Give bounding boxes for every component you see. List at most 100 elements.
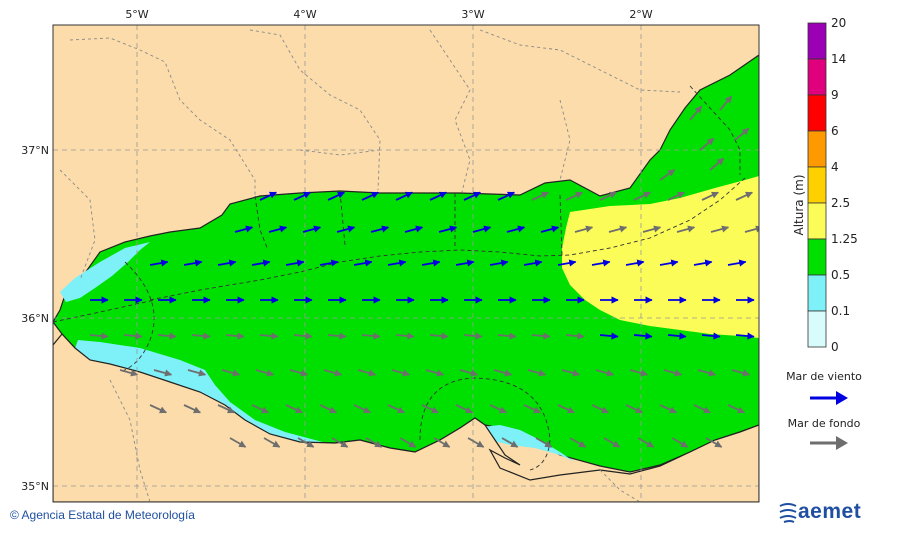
swell-arrow (527, 369, 547, 377)
wind-sea-arrow (387, 259, 407, 267)
swell-arrow (255, 369, 275, 377)
swell-arrow (459, 369, 479, 377)
lat-tick-label: 35°N (21, 480, 49, 493)
swell-arrow (608, 225, 628, 233)
swell-arrow (433, 437, 451, 448)
swell-arrow (391, 369, 411, 377)
swell-arrow (285, 404, 303, 414)
swell-arrow (217, 404, 235, 414)
swell-arrow (319, 404, 337, 414)
wind-sea-arrow (693, 259, 713, 267)
colorbar-level-label: 0.1 (831, 304, 850, 318)
wind-sea-arrow (599, 332, 619, 340)
wind-sea-arrow (251, 259, 271, 267)
swell-arrow (229, 437, 247, 448)
swell-arrow (455, 404, 473, 414)
wind-sea-arrow (259, 191, 277, 201)
swell-arrow (693, 404, 711, 414)
colorbar-segment (807, 310, 827, 348)
swell-arrow (689, 105, 703, 121)
swell-arrow (523, 404, 541, 414)
wind-sea-arrow (497, 191, 515, 201)
wind-sea-arrow (506, 225, 526, 233)
wind-sea-arrow (540, 225, 560, 233)
swell-arrow (599, 191, 617, 201)
colorbar-segment (807, 166, 827, 204)
swell-arrow (710, 225, 730, 233)
wind-sea-arrow (217, 259, 237, 267)
colorbar-level-label: 9 (831, 88, 839, 102)
swell-arrow (633, 191, 651, 201)
colorbar-segment (807, 58, 827, 96)
swell-arrow (395, 332, 415, 340)
swell-arrow (429, 332, 449, 340)
swell-arrow (191, 332, 211, 340)
swell-arrow (187, 369, 207, 377)
colorbar-segment (807, 22, 827, 60)
lon-tick-label: 3°W (461, 8, 484, 21)
swell-arrow (535, 437, 553, 448)
provincial-borders (59, 29, 681, 502)
swell-arrow (697, 369, 717, 377)
wind-sea-arrow (591, 259, 611, 267)
aemet-logo-icon (779, 503, 797, 523)
wind-sea-arrow (183, 259, 203, 267)
wind-sea-arrow (659, 259, 679, 267)
swell-arrow (489, 404, 507, 414)
swell-arrow (591, 404, 609, 414)
agency-credit: © Agencia Estatal de Meteorología (10, 508, 195, 522)
colorbar-level-label: 2.5 (831, 196, 850, 210)
wind-sea-arrow (438, 225, 458, 233)
swell-arrow (331, 437, 349, 448)
wind-sea-arrow (429, 191, 447, 201)
wind-sea-arrow (395, 191, 413, 201)
swell-arrow (425, 369, 445, 377)
wind-sea-arrow (234, 225, 254, 233)
wind-sea-arrow (404, 225, 424, 233)
swell-arrow (531, 191, 549, 201)
colorbar-level-label: 1.25 (831, 232, 858, 246)
swell-arrow (625, 404, 643, 414)
sea-cyan-strait (60, 242, 150, 302)
wind-sea-arrow (370, 225, 390, 233)
swell-arrow (497, 332, 517, 340)
swell-arrow (183, 404, 201, 414)
map-frame (52, 24, 760, 503)
wind-sea-arrow (268, 225, 288, 233)
wind-sea-arrow (285, 259, 305, 267)
swell-arrow (561, 369, 581, 377)
swell-arrow (463, 332, 483, 340)
wind-sea-arrow (701, 332, 721, 340)
lon-tick-label: 4°W (293, 8, 316, 21)
swell-arrow (734, 127, 750, 141)
swell-arrow (357, 369, 377, 377)
swell-arrow (629, 369, 649, 377)
copyright-icon: © (10, 508, 19, 522)
swell-arrow (225, 332, 245, 340)
swell-arrow (667, 191, 685, 201)
swell-arrow (221, 369, 241, 377)
swell-arrow (289, 369, 309, 377)
swell-arrow (157, 332, 177, 340)
colorbar-title: Altura (m) (792, 174, 806, 235)
swell-arrow (421, 404, 439, 414)
wind-sea-arrow (455, 259, 475, 267)
swell-arrow (569, 437, 587, 448)
swell-arrow (731, 369, 751, 377)
swell-arrow (642, 225, 662, 233)
aemet-logo-text: aemet (798, 500, 862, 523)
swell-arrow (676, 225, 696, 233)
swell-arrow (467, 437, 485, 448)
swell-arrow (149, 404, 167, 414)
swell-arrow (565, 332, 585, 340)
swell-arrow (663, 369, 683, 377)
africa-coast (53, 333, 759, 502)
swell-arrow (493, 369, 513, 377)
wind-sea-arrow (633, 332, 653, 340)
swell-arrow (153, 369, 173, 377)
colorbar-segment (807, 130, 827, 168)
swell-arrow (701, 191, 719, 201)
swell-arrow (595, 369, 615, 377)
wind-sea-arrow (353, 259, 373, 267)
